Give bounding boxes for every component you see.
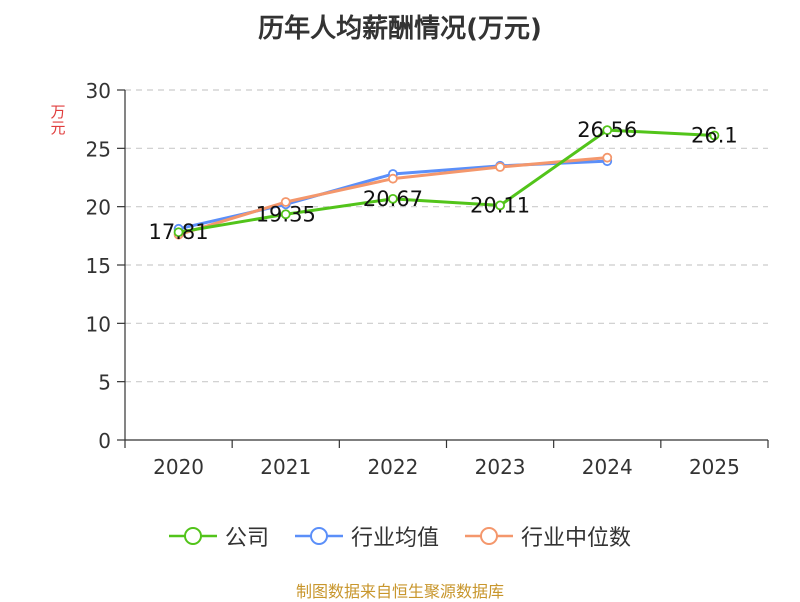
series-point	[280, 197, 291, 207]
legend-label-company: 公司	[224, 526, 269, 551]
y-tick-label: 20	[86, 196, 111, 220]
series-point	[602, 152, 613, 163]
series-lines	[173, 125, 720, 240]
legend-label-industry-mean: 行业均值	[350, 526, 439, 551]
x-tick-label: 2025	[689, 455, 740, 479]
y-tick-label: 25	[86, 137, 111, 161]
y-tick-label: 0	[98, 429, 111, 453]
y-axis-label: 万元	[50, 103, 66, 137]
legend-swatch-industry-median	[465, 527, 513, 545]
legend: 公司 行业均值 行业中位数	[0, 520, 800, 552]
chart-title: 历年人均薪酬情况(万元)	[258, 14, 542, 44]
x-tick-label: 2023	[475, 455, 526, 479]
legend-swatch-industry-mean	[294, 527, 343, 545]
series-line	[178, 128, 715, 234]
x-tick-label: 2022	[367, 455, 418, 479]
y-tick-label: 10	[86, 312, 111, 336]
series-point	[388, 193, 398, 204]
y-tick-label: 5	[98, 371, 111, 395]
legend-item-industry-median[interactable]: 行业中位数	[465, 520, 631, 552]
series-point	[602, 125, 613, 136]
data-labels: 17.81 19.35 20.67 20.11 26.56 26.1	[149, 118, 738, 244]
data-label: 26.1	[691, 124, 738, 148]
x-tick-label: 2024	[582, 455, 633, 479]
data-label: 26.56	[577, 118, 637, 142]
data-label: 20.11	[470, 193, 530, 217]
legend-label-industry-median: 行业中位数	[521, 526, 632, 551]
x-tick-label: 2021	[260, 455, 311, 479]
series-point	[495, 162, 505, 172]
series-point	[709, 130, 720, 141]
data-label: 19.35	[256, 202, 316, 226]
series-point	[388, 173, 398, 184]
series-point	[173, 227, 184, 238]
data-label: 20.67	[363, 187, 423, 211]
grid-lines	[125, 89, 768, 383]
y-tick-label: 15	[86, 254, 111, 278]
source-note: 制图数据来自恒生聚源数据库	[295, 582, 504, 601]
data-label: 17.81	[149, 220, 209, 244]
x-tick-label: 2020	[153, 455, 204, 479]
y-tick-label: 30	[86, 79, 111, 103]
legend-item-industry-mean[interactable]: 行业均值	[294, 520, 439, 552]
series-point	[280, 209, 291, 220]
legend-swatch-company	[168, 527, 217, 545]
series-point	[495, 200, 505, 211]
legend-item-company[interactable]: 公司	[168, 520, 269, 552]
